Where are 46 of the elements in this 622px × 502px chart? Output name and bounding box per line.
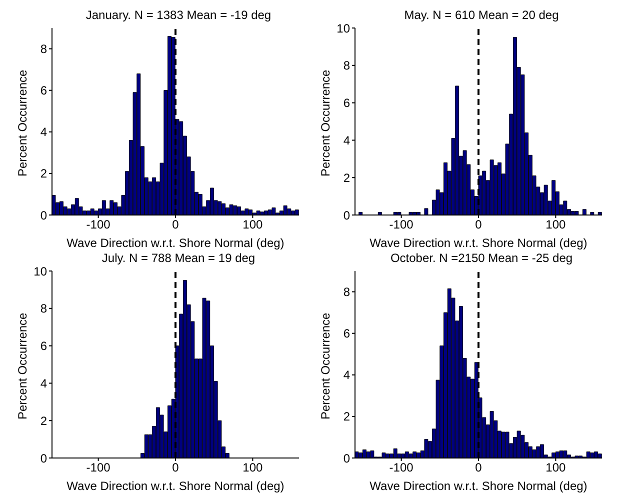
y-tick-label: 0	[343, 208, 350, 222]
x-tick-label: 0	[172, 460, 180, 475]
y-tick-label: 6	[40, 84, 48, 98]
x-tick-label: 0	[475, 460, 482, 475]
y-tick-label: 10	[34, 264, 48, 278]
chart-title: October. N =2150 Mean = -25 deg	[389, 251, 574, 265]
y-tick-label: 4	[343, 368, 350, 382]
y-tick-label: 6	[343, 96, 350, 110]
y-axis-title: Percent Occurrence	[318, 69, 332, 176]
y-tick-label: 2	[343, 410, 350, 424]
chart-title: January. N = 1383 Mean = -19 deg	[84, 8, 272, 22]
y-tick-label: 8	[40, 42, 48, 56]
y-tick-label: 0	[40, 451, 48, 466]
x-tick-label: 100	[242, 460, 264, 475]
chart-title: July. N = 788 Mean = 19 deg	[100, 251, 256, 265]
x-tick-label: -100	[389, 460, 414, 475]
y-tick-label: 8	[40, 302, 48, 316]
x-axis-title: Wave Direction w.r.t. Shore Normal (deg)	[370, 236, 588, 250]
x-tick-label: 0	[172, 218, 180, 232]
x-axis-title: Wave Direction w.r.t. Shore Normal (deg)	[370, 479, 588, 493]
x-tick-label: 0	[475, 218, 482, 232]
y-tick-label: 4	[40, 376, 48, 390]
x-tick-label: 100	[242, 218, 264, 232]
y-axis-title: Percent Occurrence	[15, 69, 30, 176]
y-tick-label: 4	[40, 125, 48, 140]
y-axis-title: Percent Occurrence	[318, 312, 332, 420]
y-tick-label: 0	[343, 451, 350, 466]
y-tick-label: 8	[343, 285, 350, 300]
x-tick-label: -100	[86, 460, 111, 475]
y-tick-label: 0	[40, 208, 48, 222]
x-tick-label: -100	[86, 218, 111, 232]
x-tick-label: -100	[389, 218, 414, 232]
x-tick-label: 100	[546, 218, 566, 232]
y-tick-label: 2	[40, 166, 48, 181]
chart-title: May. N = 610 Mean = 20 deg	[403, 8, 560, 22]
y-tick-label: 6	[343, 326, 350, 341]
y-tick-label: 6	[40, 339, 48, 354]
y-tick-label: 8	[343, 58, 350, 73]
x-tick-label: 100	[546, 460, 566, 475]
y-tick-label: 2	[40, 414, 48, 428]
y-axis-title: Percent Occurrence	[15, 312, 30, 420]
x-axis-title: Wave Direction w.r.t. Shore Normal (deg)	[66, 479, 284, 493]
y-tick-label: 10	[336, 21, 350, 36]
x-axis-title: Wave Direction w.r.t. Shore Normal (deg)	[66, 236, 284, 250]
y-tick-label: 4	[343, 133, 350, 148]
y-tick-label: 2	[343, 170, 350, 185]
